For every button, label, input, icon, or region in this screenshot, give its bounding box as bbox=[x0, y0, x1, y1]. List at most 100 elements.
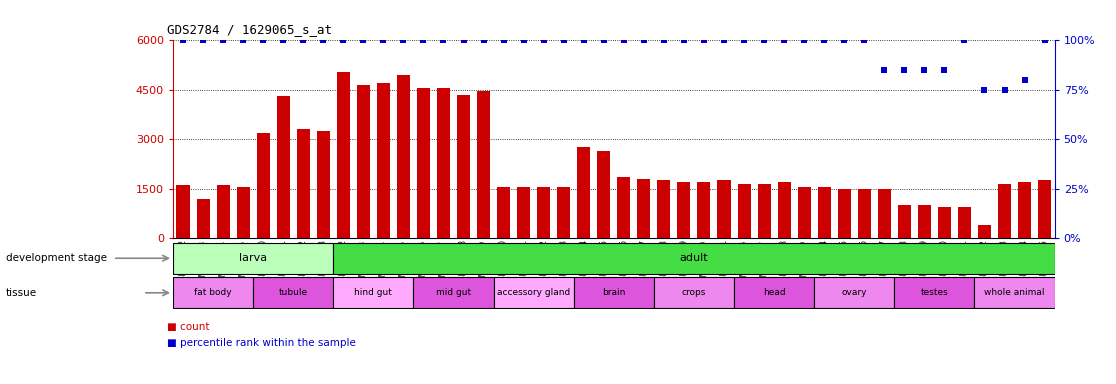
Bar bbox=[858, 189, 870, 238]
Bar bbox=[878, 189, 891, 238]
Text: hind gut: hind gut bbox=[355, 288, 393, 297]
Text: adult: adult bbox=[680, 253, 709, 263]
Bar bbox=[958, 207, 971, 238]
Bar bbox=[277, 96, 290, 238]
Point bbox=[835, 37, 853, 43]
Bar bbox=[458, 95, 470, 238]
Bar bbox=[1038, 180, 1051, 238]
Point bbox=[975, 87, 993, 93]
Bar bbox=[654, 277, 734, 308]
Point bbox=[816, 37, 834, 43]
Point bbox=[295, 37, 312, 43]
Text: ■ count: ■ count bbox=[167, 322, 210, 332]
Point bbox=[935, 67, 953, 73]
Bar bbox=[173, 277, 253, 308]
Bar bbox=[677, 182, 691, 238]
Point bbox=[575, 37, 593, 43]
Bar bbox=[698, 182, 711, 238]
Point bbox=[895, 67, 913, 73]
Point bbox=[776, 37, 793, 43]
Point bbox=[174, 37, 192, 43]
Point bbox=[735, 37, 753, 43]
Bar bbox=[497, 187, 510, 238]
Text: accessory gland: accessory gland bbox=[497, 288, 570, 297]
Bar bbox=[894, 277, 974, 308]
Bar bbox=[537, 187, 550, 238]
Bar bbox=[818, 187, 830, 238]
Text: development stage: development stage bbox=[6, 253, 107, 263]
Bar bbox=[838, 189, 850, 238]
Bar bbox=[173, 243, 334, 274]
Point bbox=[275, 37, 292, 43]
Bar bbox=[738, 184, 751, 238]
Point bbox=[434, 37, 452, 43]
Bar bbox=[297, 129, 310, 238]
Point bbox=[995, 87, 1013, 93]
Bar bbox=[815, 277, 894, 308]
Bar bbox=[257, 132, 270, 238]
Point bbox=[214, 37, 232, 43]
Bar bbox=[417, 88, 430, 238]
Point bbox=[335, 37, 353, 43]
Bar bbox=[597, 151, 610, 238]
Bar bbox=[917, 205, 931, 238]
Bar bbox=[637, 179, 651, 238]
Bar bbox=[317, 131, 329, 238]
Text: tissue: tissue bbox=[6, 288, 37, 298]
Bar bbox=[898, 205, 911, 238]
Point bbox=[414, 37, 432, 43]
Bar bbox=[493, 277, 574, 308]
Bar bbox=[237, 187, 250, 238]
Bar bbox=[357, 85, 369, 238]
Bar bbox=[998, 184, 1011, 238]
Bar bbox=[196, 199, 210, 238]
Bar bbox=[477, 91, 490, 238]
Point bbox=[474, 37, 492, 43]
Bar bbox=[437, 88, 450, 238]
Text: head: head bbox=[762, 288, 786, 297]
Bar bbox=[718, 180, 731, 238]
Text: whole animal: whole animal bbox=[984, 288, 1045, 297]
Point bbox=[375, 37, 393, 43]
Text: fat body: fat body bbox=[194, 288, 232, 297]
Bar bbox=[176, 185, 190, 238]
Bar bbox=[617, 177, 631, 238]
Point bbox=[1036, 37, 1054, 43]
Bar bbox=[574, 277, 654, 308]
Bar bbox=[734, 277, 815, 308]
Bar bbox=[978, 225, 991, 238]
Bar bbox=[937, 207, 951, 238]
Point bbox=[875, 67, 893, 73]
Point bbox=[494, 37, 512, 43]
Text: ■ percentile rank within the sample: ■ percentile rank within the sample bbox=[167, 338, 356, 348]
Bar bbox=[334, 277, 413, 308]
Text: testes: testes bbox=[921, 288, 949, 297]
Bar bbox=[337, 72, 349, 238]
Bar bbox=[657, 180, 671, 238]
Point bbox=[315, 37, 333, 43]
Bar bbox=[397, 75, 410, 238]
Point bbox=[555, 37, 573, 43]
Bar bbox=[413, 277, 493, 308]
Point bbox=[756, 37, 773, 43]
Point bbox=[955, 37, 973, 43]
Point bbox=[695, 37, 713, 43]
Point bbox=[675, 37, 693, 43]
Point bbox=[635, 37, 653, 43]
Bar bbox=[217, 185, 230, 238]
Point bbox=[254, 37, 272, 43]
Point bbox=[535, 37, 552, 43]
Bar bbox=[758, 184, 770, 238]
Point bbox=[715, 37, 733, 43]
Point bbox=[194, 37, 212, 43]
Point bbox=[855, 37, 873, 43]
Point bbox=[514, 37, 532, 43]
Point bbox=[796, 37, 814, 43]
Point bbox=[595, 37, 613, 43]
Text: brain: brain bbox=[603, 288, 625, 297]
Bar bbox=[577, 147, 590, 238]
Point bbox=[355, 37, 373, 43]
Text: mid gut: mid gut bbox=[436, 288, 471, 297]
Point bbox=[915, 67, 933, 73]
Bar bbox=[517, 187, 530, 238]
